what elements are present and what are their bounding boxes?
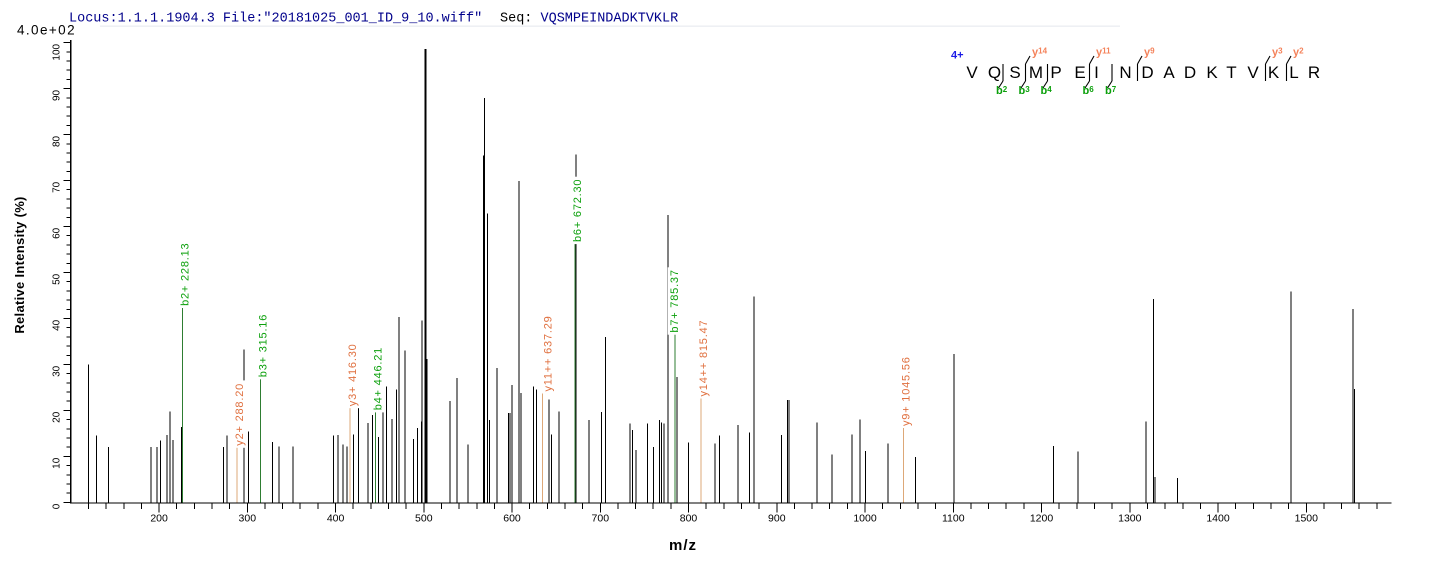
svg-text:100: 100 bbox=[52, 43, 63, 60]
svg-text:900: 900 bbox=[768, 513, 786, 525]
svg-text:90: 90 bbox=[52, 89, 63, 101]
svg-text:600: 600 bbox=[503, 513, 521, 525]
svg-text:L: L bbox=[1289, 63, 1298, 82]
svg-text:y11++ 637.29: y11++ 637.29 bbox=[543, 315, 555, 391]
svg-text:10: 10 bbox=[52, 457, 63, 469]
svg-text:b6: b6 bbox=[1083, 85, 1095, 97]
svg-text:Relative Intensity (%): Relative Intensity (%) bbox=[12, 196, 27, 333]
svg-text:D: D bbox=[1141, 63, 1153, 82]
svg-text:60: 60 bbox=[52, 227, 63, 239]
svg-text:N: N bbox=[1119, 63, 1131, 82]
svg-text:4+: 4+ bbox=[951, 50, 964, 62]
svg-text:y3: y3 bbox=[1272, 47, 1283, 59]
svg-text:40: 40 bbox=[52, 319, 63, 331]
svg-text:70: 70 bbox=[52, 181, 63, 193]
svg-text:y2+ 288.20: y2+ 288.20 bbox=[234, 383, 246, 446]
svg-text:b7: b7 bbox=[1105, 85, 1117, 97]
svg-text:T: T bbox=[1226, 63, 1236, 82]
svg-text:1100: 1100 bbox=[942, 513, 965, 525]
svg-text:20: 20 bbox=[52, 411, 63, 423]
svg-text:D: D bbox=[1184, 63, 1196, 82]
svg-text:I: I bbox=[1094, 63, 1099, 82]
svg-text:30: 30 bbox=[52, 365, 63, 377]
svg-text:y3+ 416.30: y3+ 416.30 bbox=[347, 343, 359, 406]
svg-text:y2: y2 bbox=[1293, 47, 1304, 59]
svg-text:Q: Q bbox=[988, 63, 1001, 82]
svg-text:y9+ 1045.56: y9+ 1045.56 bbox=[900, 356, 912, 426]
svg-text:b6+ 672.30: b6+ 672.30 bbox=[572, 179, 584, 242]
svg-text:R: R bbox=[1308, 63, 1320, 82]
svg-text:1200: 1200 bbox=[1030, 513, 1054, 525]
svg-text:VQSMPEINDADKTVKLR: VQSMPEINDADKTVKLR bbox=[541, 12, 679, 27]
svg-text:V: V bbox=[1247, 63, 1259, 82]
svg-text:500: 500 bbox=[415, 513, 433, 525]
svg-text:y9: y9 bbox=[1144, 47, 1155, 59]
svg-text:b3: b3 bbox=[1019, 85, 1031, 97]
svg-text:y14++ 815.47: y14++ 815.47 bbox=[698, 320, 710, 397]
svg-text:300: 300 bbox=[239, 513, 257, 525]
svg-text:P: P bbox=[1050, 63, 1061, 82]
svg-text:K: K bbox=[1206, 63, 1218, 82]
svg-text:4.0e+02: 4.0e+02 bbox=[17, 23, 76, 38]
svg-text:1400: 1400 bbox=[1206, 513, 1230, 525]
svg-text:E: E bbox=[1074, 63, 1085, 82]
svg-text:b4+ 446.21: b4+ 446.21 bbox=[372, 347, 384, 410]
svg-text:200: 200 bbox=[150, 513, 168, 525]
svg-text:50: 50 bbox=[52, 273, 63, 285]
svg-text:400: 400 bbox=[327, 513, 345, 525]
svg-text:800: 800 bbox=[680, 513, 698, 525]
svg-text:A: A bbox=[1163, 63, 1175, 82]
svg-text:b4: b4 bbox=[1041, 85, 1053, 97]
svg-text:M: M bbox=[1029, 63, 1043, 82]
svg-text:1000: 1000 bbox=[853, 513, 877, 525]
svg-text:b2+ 228.13: b2+ 228.13 bbox=[180, 243, 192, 306]
svg-text:Seq:: Seq: bbox=[500, 12, 532, 27]
svg-text:b7+ 785.37: b7+ 785.37 bbox=[669, 269, 681, 332]
svg-text:1300: 1300 bbox=[1118, 513, 1142, 525]
svg-text:0: 0 bbox=[52, 503, 63, 509]
svg-text:S: S bbox=[1009, 63, 1020, 82]
svg-text:b2: b2 bbox=[996, 85, 1008, 97]
svg-text:80: 80 bbox=[52, 135, 63, 147]
svg-text:1500: 1500 bbox=[1295, 513, 1319, 525]
svg-text:K: K bbox=[1268, 63, 1280, 82]
svg-text:V: V bbox=[966, 63, 978, 82]
svg-text:b3+ 315.16: b3+ 315.16 bbox=[258, 314, 270, 377]
svg-text:700: 700 bbox=[592, 513, 610, 525]
svg-text:Locus:1.1.1.1904.3 File:"20181: Locus:1.1.1.1904.3 File:"20181025_001_ID… bbox=[69, 12, 482, 27]
svg-text:m/z: m/z bbox=[669, 537, 697, 554]
